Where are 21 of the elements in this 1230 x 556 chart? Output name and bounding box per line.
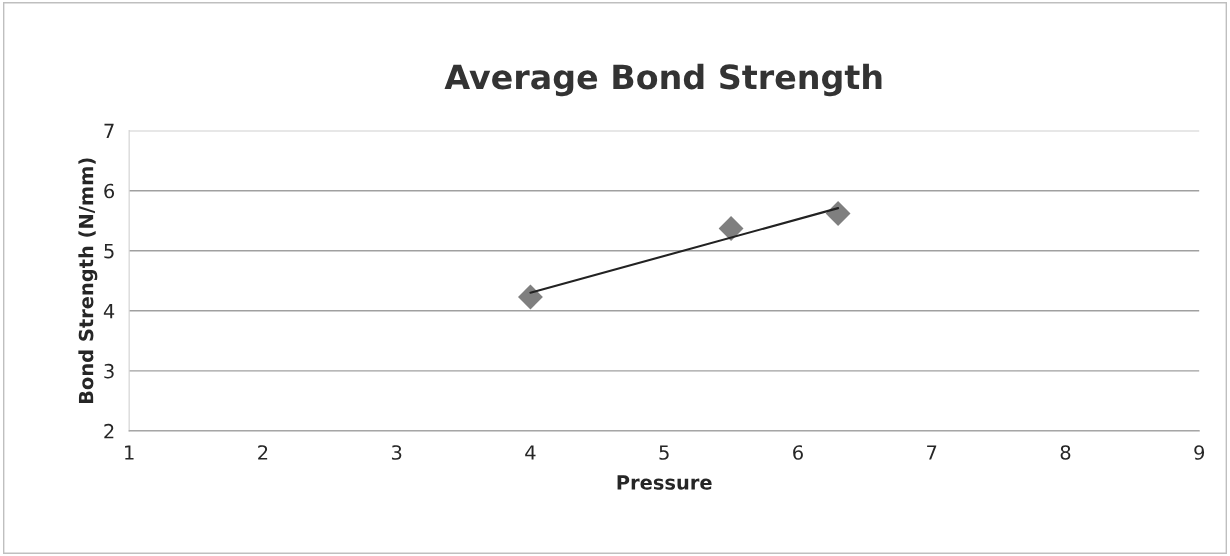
x-tick-label: 8 — [1060, 445, 1071, 460]
y-tick-label: 5 — [104, 243, 114, 259]
y-tick-label: 6 — [104, 183, 115, 199]
y-tick-label: 4 — [103, 304, 115, 319]
x-tick-label: 1 — [125, 445, 134, 460]
point — [718, 216, 744, 241]
point — [825, 201, 851, 226]
x-axis-title: Pressure — [617, 475, 712, 490]
x-tick-label: 6 — [793, 445, 803, 460]
x-tick-label: 3 — [391, 445, 402, 460]
x-tick-label: 7 — [927, 445, 937, 460]
y-tick-label: 7 — [104, 123, 114, 139]
y-axis-title: Bond Strength (N/mm) — [78, 158, 98, 404]
x-tick-label: 9 — [1194, 445, 1205, 460]
x-tick-label: 2 — [258, 445, 268, 460]
y-tick-label: 3 — [104, 363, 114, 379]
x-tick-label: 4 — [525, 445, 536, 460]
point — [518, 284, 543, 310]
chart-title: Average Bond Strength — [444, 63, 882, 97]
y-tick-label: 2 — [104, 423, 114, 439]
x-tick-label: 5 — [659, 445, 669, 460]
